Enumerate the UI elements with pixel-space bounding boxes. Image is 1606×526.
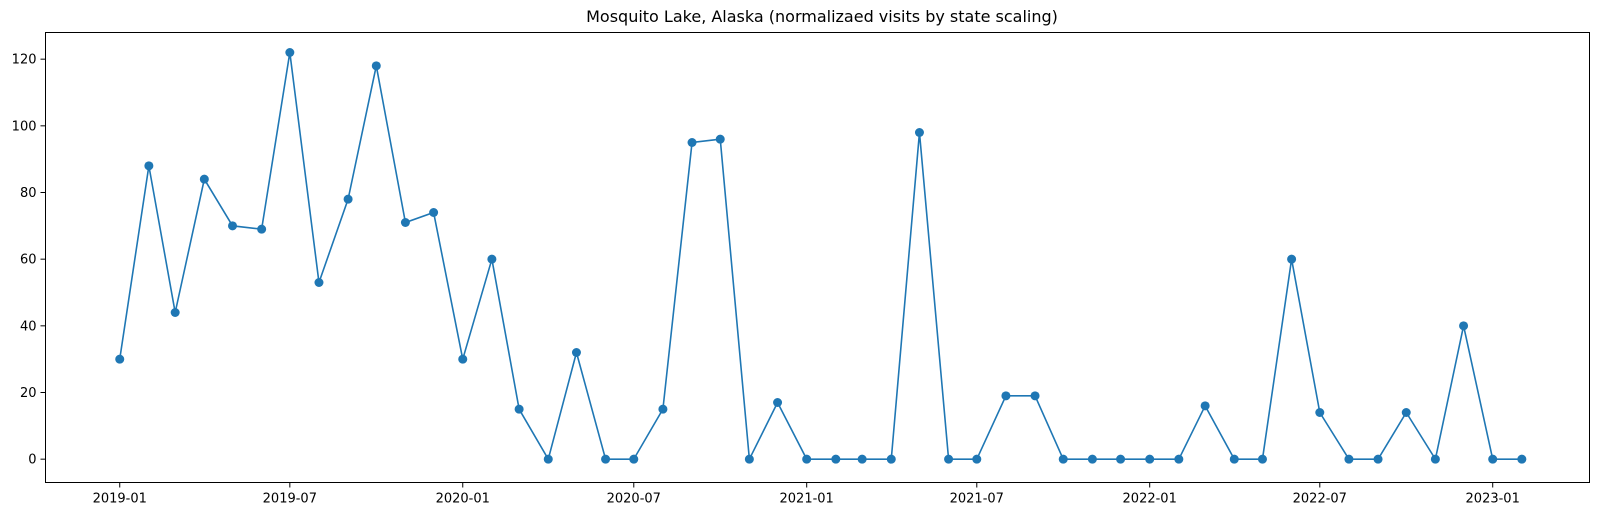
x-tick-label: 2020-01 [436, 492, 490, 507]
y-tick-label: 0 [28, 453, 36, 468]
data-point [543, 454, 553, 464]
y-tick-label: 120 [12, 53, 37, 68]
data-point [571, 348, 581, 357]
data-point [199, 174, 209, 184]
data-point [170, 308, 180, 317]
plot-area [45, 32, 1590, 483]
x-tick-label: 2022-01 [1123, 492, 1177, 507]
data-point [257, 224, 267, 234]
y-tick-label: 100 [12, 119, 37, 134]
data-point [914, 128, 924, 137]
data-point [1145, 454, 1155, 464]
y-tick-label: 80 [20, 186, 37, 201]
data-point [487, 254, 497, 264]
data-point [715, 134, 725, 144]
data-point [1174, 454, 1184, 464]
y-tick-label: 20 [20, 386, 37, 401]
data-point [1001, 391, 1011, 401]
data-point [1058, 454, 1068, 464]
data-point [1030, 391, 1040, 401]
data-point [886, 454, 896, 464]
data-point [285, 48, 295, 57]
data-point [1116, 454, 1126, 464]
data-point [1401, 408, 1411, 417]
data-point [1344, 454, 1354, 464]
data-point [115, 354, 125, 364]
x-axis: 2019-01 2019-07 2020-01 2020-07 2021-01 2021-… [93, 482, 1520, 507]
data-point [944, 454, 954, 464]
data-point [1257, 454, 1267, 464]
data-point [1430, 454, 1440, 464]
data-point [1459, 321, 1469, 331]
y-axis: 0 20 40 60 80 100 120 [12, 53, 46, 468]
data-point [400, 218, 410, 227]
x-tick-label: 2022-07 [1293, 492, 1347, 507]
data-point [458, 354, 468, 364]
data-point [514, 404, 524, 414]
x-tick-label: 2019-01 [93, 492, 147, 507]
data-point [744, 454, 754, 464]
data-point [1315, 408, 1325, 417]
data-point [1287, 254, 1297, 264]
data-point [972, 454, 982, 464]
x-tick-label: 2020-07 [607, 492, 661, 507]
x-tick-label: 2021-01 [780, 492, 834, 507]
data-point [1517, 454, 1527, 464]
data-point [1488, 454, 1498, 464]
data-point [228, 221, 238, 231]
data-point [1229, 454, 1239, 464]
data-point [429, 208, 439, 217]
data-point [857, 454, 867, 464]
data-point [371, 61, 381, 71]
data-point [773, 398, 783, 407]
x-tick-label: 2021-07 [950, 492, 1004, 507]
series-line [118, 52, 1522, 463]
y-tick-label: 60 [20, 253, 37, 268]
data-point [1373, 454, 1383, 464]
data-point [658, 404, 668, 414]
data-point [1087, 454, 1097, 464]
y-tick-label: 40 [20, 319, 37, 334]
data-point [1200, 401, 1210, 411]
data-point [802, 454, 812, 464]
data-point [343, 194, 353, 204]
data-point [144, 161, 154, 171]
data-points [115, 48, 1527, 464]
x-tick-label: 2023-01 [1466, 492, 1520, 507]
data-point [831, 454, 841, 464]
data-point [687, 138, 697, 147]
chart-title: Mosquito Lake, Alaska (normalizaed visit… [586, 7, 1058, 26]
data-point [601, 454, 611, 464]
data-point [629, 454, 639, 464]
data-point [314, 278, 324, 287]
x-tick-label: 2019-07 [263, 492, 317, 507]
